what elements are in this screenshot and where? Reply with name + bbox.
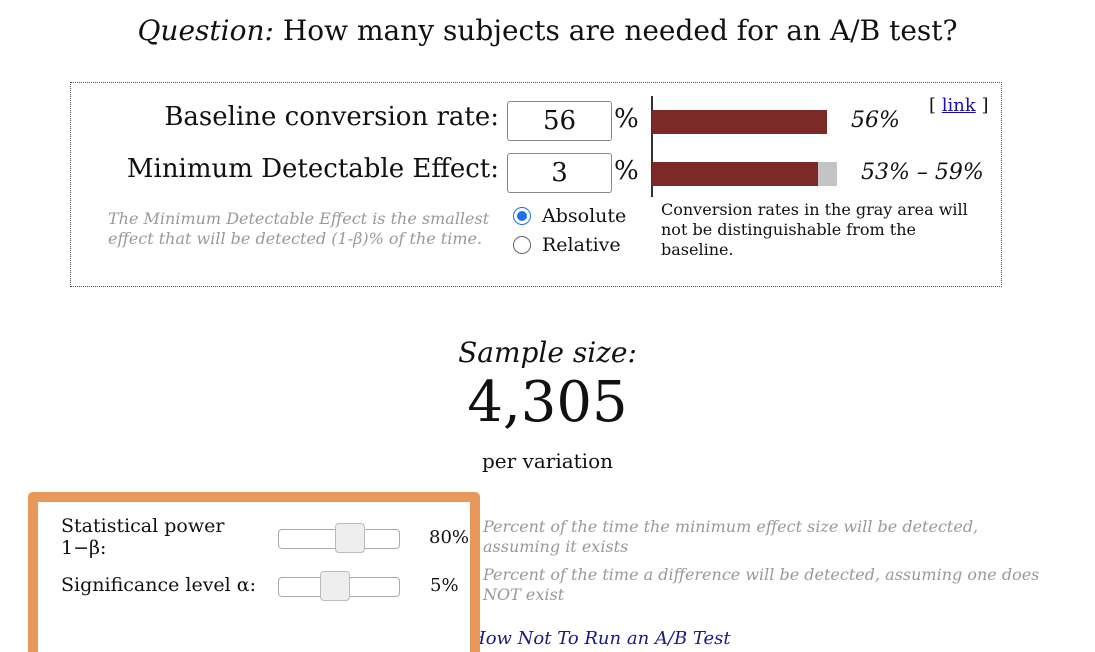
mde-input[interactable]: 3	[507, 153, 612, 193]
mde-label: Minimum Detectable Effect:	[126, 154, 499, 184]
mde-note: The Minimum Detectable Effect is the sma…	[108, 209, 490, 248]
slider[interactable]	[278, 523, 400, 553]
radio[interactable]	[513, 207, 531, 225]
setting-value: 5%	[430, 575, 459, 596]
title: Question: How many subjects are needed f…	[0, 14, 1095, 47]
baseline-input[interactable]: 56	[507, 101, 612, 141]
setting-description: Percent of the time the minimum effect s…	[483, 517, 979, 556]
footer-link[interactable]: How Not To Run an A/B Test	[470, 628, 731, 649]
gray-note: Conversion rates in the gray area will n…	[661, 200, 968, 259]
result-label: Sample size:	[458, 336, 637, 369]
link[interactable]: link	[941, 95, 976, 116]
question-label: Question:	[137, 14, 274, 47]
result-value: 4,305	[467, 370, 628, 435]
radio[interactable]	[513, 236, 531, 254]
unit: %	[614, 104, 639, 134]
axis	[651, 96, 653, 197]
result-unit: per variation	[481, 449, 613, 473]
setting-description: Percent of the time a difference will be…	[483, 565, 1040, 604]
baseline-label: Baseline conversion rate:	[164, 102, 499, 132]
setting-label: Significance level α:	[61, 574, 257, 596]
slider[interactable]	[278, 571, 400, 601]
bracket: ]	[981, 95, 989, 116]
range-bar-low	[652, 162, 818, 186]
radio-label: Absolute	[542, 205, 627, 227]
setting-label: Statistical power 1−β:	[61, 515, 225, 559]
link-wrap: [ link ]	[929, 95, 989, 116]
radio-label: Relative	[542, 234, 621, 256]
bracket: [	[929, 95, 937, 116]
baseline-bar	[652, 110, 828, 134]
question: How many subjects are needed for an A/B …	[282, 14, 958, 47]
bar-label: 53% – 59%	[861, 160, 984, 185]
bar-label: 56%	[851, 108, 900, 133]
settings-box	[28, 492, 480, 652]
form-box	[70, 82, 1002, 287]
setting-value: 80%	[429, 527, 470, 548]
unit: %	[614, 156, 639, 186]
